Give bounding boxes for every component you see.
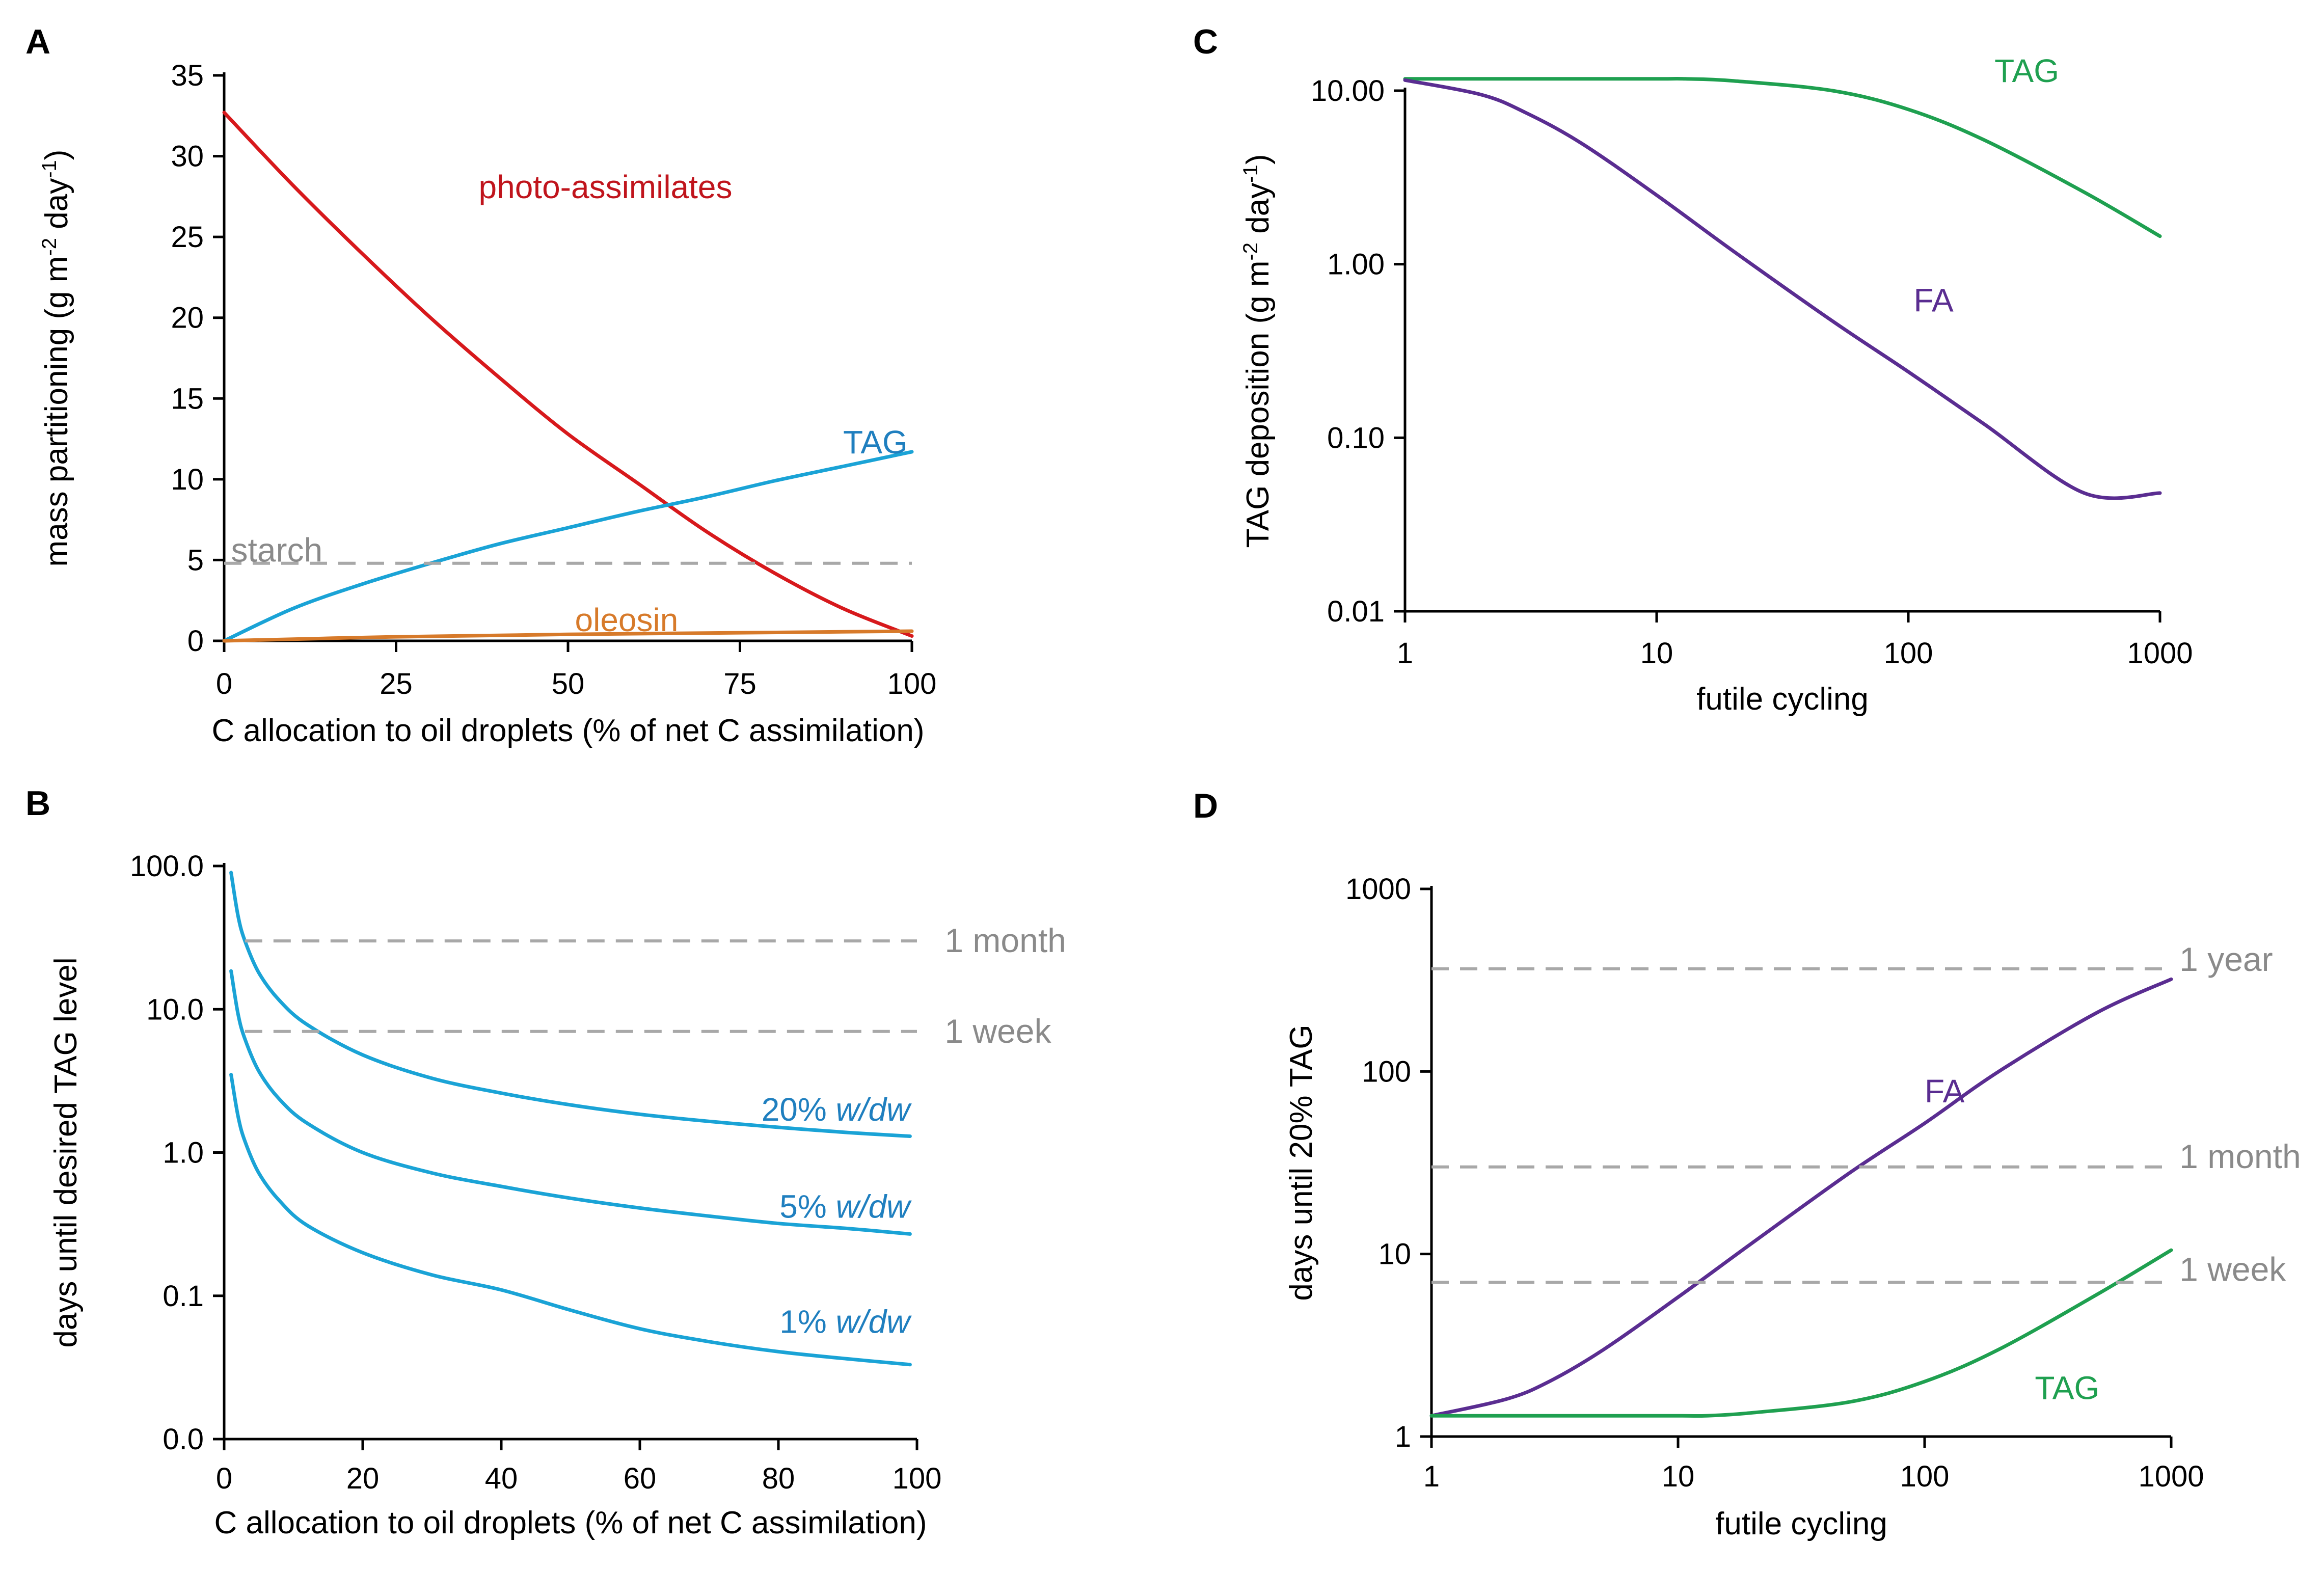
panel-c: C 1 10 100 1000 0.01 0.10 1.00 10.00 futile cycli… [1193,22,2193,717]
panel-b-y-tick-label: 0.0 [163,1423,204,1456]
panel-d-y-tick-label: 10 [1378,1238,1411,1271]
panel-a-series-oleosin [222,629,914,643]
panel-a-y-tick-label: 30 [171,140,204,173]
panel-b-y-tick-label: 10.0 [146,993,204,1026]
panel-b-series-1pct-w-dw [229,1073,912,1367]
panel-b-label-20pct-w-dw: 20% w/dw [762,1091,912,1128]
panel-b-y-tick-label: 1.0 [163,1136,204,1170]
panel-d-label-1-year: 1 year [2179,940,2273,978]
panel-a-x-tick-label: 0 [216,667,232,700]
panel-c-x-tick-label: 1000 [2127,637,2193,670]
panel-b-label-1-week: 1 week [944,1012,1051,1050]
panel-c-y-tick-label: 10.00 [1311,74,1385,107]
panel-a: A 0 25 50 75 100 0 5 10 15 20 25 30 35 C allocation to… [25,22,936,748]
panel-b-label-5pct-w-dw: 5% w/dw [779,1188,912,1225]
panel-b-x-axis-label: C allocation to oil droplets (% of net C… [214,1505,927,1540]
panel-a-label-photo-assimilates: photo-assimilates [479,169,733,205]
panel-c-x-tick-label: 100 [1884,637,1933,670]
panel-a-x-tick-label: 50 [552,667,585,700]
panel-a-x-tick-label: 100 [887,667,937,700]
panel-b-label-1-month: 1 month [944,922,1066,959]
panel-a-y-tick-label: 15 [171,382,204,415]
panel-a-x-tick-label: 25 [380,667,413,700]
panel-a-x-tick-label: 75 [723,667,756,700]
panel-d-x-tick-label: 1000 [2138,1460,2204,1493]
panel-b-y-axis-label: days until desired TAG level [48,957,84,1347]
panel-b-label-1pct-w-dw: 1% w/dw [779,1303,912,1340]
panel-c-x-axis-label: futile cycling [1696,682,1869,717]
panel-c-series-tag [1403,76,2162,238]
panel-d-label-1-month: 1 month [2179,1138,2301,1175]
panel-b-series-5pct-w-dw [229,969,912,1236]
panel-a-y-axis-label: mass partitioning (g m-2 day-1) [38,150,74,567]
panel-c-y-axis-label: TAG deposition (g m-2 day-1) [1239,154,1276,548]
panel-a-y-tick-label: 25 [171,221,204,254]
panel-a-y-tick-label: 10 [171,463,204,496]
panel-a-y-tick-label: 35 [171,59,204,92]
panel-a-series-photo-assimilates [222,111,914,638]
panel-d-y-tick-label: 100 [1362,1055,1411,1088]
panel-a-label-starch: starch [231,531,323,569]
panel-c-label-fa: FA [1913,282,1954,318]
panel-a-series-tag [222,450,914,643]
panel-c-y-tick-label: 0.01 [1327,595,1385,628]
panel-a-y-tick-label: 5 [187,544,204,577]
panel-c-x-tick-label: 1 [1397,637,1413,670]
panel-d-letter: D [1193,787,1218,825]
panel-b-x-tick-label: 100 [893,1462,942,1495]
panel-d-y-axis-label: days until 20% TAG [1284,1024,1319,1301]
panel-a-letter: A [25,22,50,61]
panel-c-series-fa [1403,78,2162,500]
panel-a-y-tick-label: 0 [187,625,204,658]
panel-a-x-axis-label: C allocation to oil droplets (% of net C… [211,713,924,748]
panel-d-x-tick-label: 100 [1900,1460,1950,1493]
panel-b-series-20pct-w-dw [229,871,912,1138]
panel-b-x-tick-label: 80 [762,1462,795,1495]
panel-d-x-axis-label: futile cycling [1715,1506,1887,1541]
panel-c-x-tick-label: 10 [1640,637,1673,670]
panel-a-y-tick-label: 20 [171,302,204,335]
panel-d-y-tick-label: 1 [1395,1420,1411,1453]
panel-b-letter: B [25,784,50,823]
panel-c-label-tag: TAG [1994,52,2059,89]
panel-b-y-tick-label: 100.0 [130,850,204,883]
panel-d-y-tick-label: 1000 [1345,873,1411,906]
panel-b-x-tick-label: 40 [485,1462,518,1495]
panel-d-series-tag [1429,1248,2173,1418]
panel-d-label-fa: FA [1925,1073,1965,1109]
panel-a-label-tag: TAG [843,424,908,461]
panel-d: D 1 10 100 1000 1 10 100 1000 futile cycling days … [1193,787,2301,1541]
panel-d-series-fa [1429,977,2173,1418]
panel-d-x-tick-label: 1 [1423,1460,1440,1493]
panel-a-label-oleosin: oleosin [575,602,679,638]
panel-b-x-tick-label: 20 [346,1462,380,1495]
panel-b-x-tick-label: 0 [216,1462,232,1495]
panel-c-letter: C [1193,22,1218,61]
panel-c-y-tick-label: 1.00 [1327,248,1385,281]
panel-b-y-tick-label: 0.1 [163,1280,204,1313]
panel-d-label-tag: TAG [2035,1369,2099,1406]
panel-c-y-tick-label: 0.10 [1327,421,1385,454]
panel-d-x-tick-label: 10 [1662,1460,1695,1493]
panel-d-label-1-week: 1 week [2179,1251,2286,1288]
panel-b-x-tick-label: 60 [624,1462,657,1495]
panel-b: B 0 20 40 60 80 100 0.0 0.1 1.0 10.0 100.0 C allocat… [25,784,1066,1540]
